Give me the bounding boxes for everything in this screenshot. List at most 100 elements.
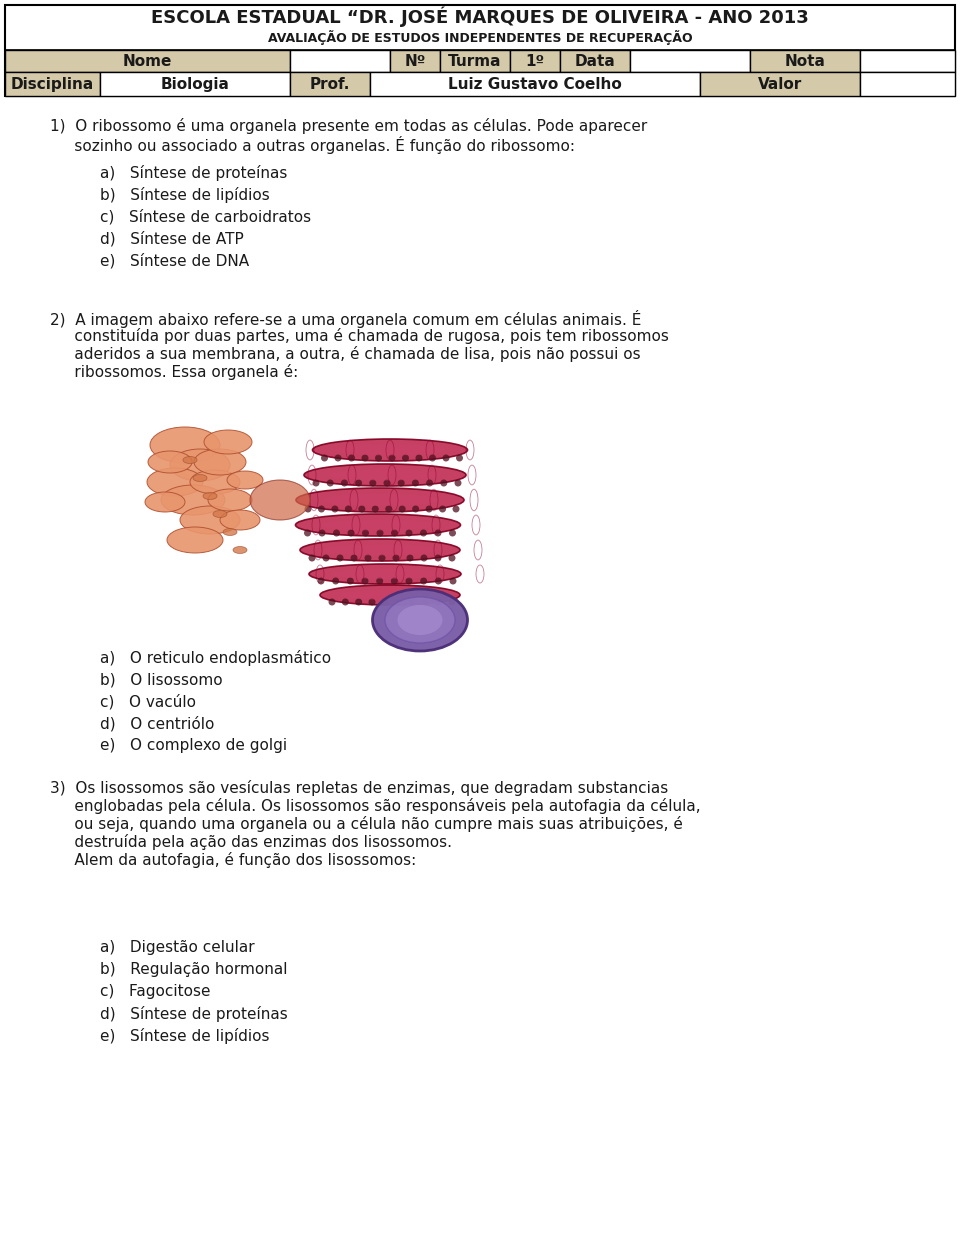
Circle shape — [355, 480, 362, 486]
Circle shape — [304, 506, 311, 512]
Circle shape — [385, 506, 393, 512]
Circle shape — [378, 554, 386, 562]
Text: Nº: Nº — [404, 53, 425, 68]
Circle shape — [358, 506, 366, 512]
Circle shape — [449, 530, 456, 537]
Ellipse shape — [150, 428, 220, 462]
Circle shape — [348, 455, 355, 461]
Circle shape — [308, 554, 316, 562]
Bar — [5, 72, 100, 96]
Circle shape — [369, 598, 375, 605]
Circle shape — [396, 598, 402, 605]
Text: e)   Síntese de DNA: e) Síntese de DNA — [100, 254, 250, 268]
Circle shape — [435, 530, 442, 537]
Circle shape — [319, 530, 325, 537]
Bar — [860, 72, 955, 96]
Bar — [750, 50, 860, 72]
Ellipse shape — [313, 439, 468, 461]
Ellipse shape — [180, 506, 240, 534]
Circle shape — [449, 578, 457, 584]
Bar — [440, 50, 510, 72]
Bar — [370, 72, 700, 96]
Ellipse shape — [213, 511, 227, 517]
Text: Data: Data — [575, 53, 615, 68]
Circle shape — [383, 480, 391, 486]
Bar — [700, 72, 860, 96]
Circle shape — [393, 554, 399, 562]
Text: d)   Síntese de proteínas: d) Síntese de proteínas — [100, 1006, 288, 1022]
Circle shape — [318, 578, 324, 584]
Bar — [390, 50, 440, 72]
Text: Valor: Valor — [757, 77, 803, 92]
Circle shape — [334, 455, 342, 461]
Ellipse shape — [397, 605, 443, 635]
Text: Turma: Turma — [448, 53, 502, 68]
Ellipse shape — [296, 488, 464, 512]
Circle shape — [331, 506, 339, 512]
Circle shape — [382, 598, 389, 605]
Ellipse shape — [385, 597, 455, 643]
Ellipse shape — [304, 464, 466, 486]
Text: 1)  O ribossomo é uma organela presente em todas as células. Pode aparecer: 1) O ribossomo é uma organela presente e… — [50, 118, 647, 134]
Bar — [560, 50, 630, 72]
Circle shape — [337, 554, 344, 562]
Text: ESCOLA ESTADUAL “DR. JOSÉ MARQUES DE OLIVEIRA - ANO 2013: ESCOLA ESTADUAL “DR. JOSÉ MARQUES DE OLI… — [151, 6, 809, 27]
Ellipse shape — [194, 449, 246, 475]
Circle shape — [342, 598, 348, 605]
Circle shape — [398, 506, 406, 512]
Circle shape — [362, 530, 369, 537]
Text: e)   O complexo de golgi: e) O complexo de golgi — [100, 738, 287, 753]
Ellipse shape — [170, 449, 230, 481]
Ellipse shape — [167, 527, 223, 553]
Circle shape — [452, 506, 460, 512]
Circle shape — [355, 598, 362, 605]
Ellipse shape — [227, 471, 263, 488]
Circle shape — [389, 455, 396, 461]
Ellipse shape — [208, 488, 252, 511]
Ellipse shape — [296, 515, 461, 536]
Circle shape — [456, 455, 463, 461]
Ellipse shape — [145, 492, 185, 512]
Text: Prof.: Prof. — [310, 77, 350, 92]
Bar — [100, 72, 290, 96]
Ellipse shape — [147, 469, 203, 496]
Circle shape — [435, 598, 443, 605]
Circle shape — [345, 506, 352, 512]
Ellipse shape — [233, 547, 247, 553]
Circle shape — [362, 578, 369, 584]
Ellipse shape — [341, 590, 439, 600]
Bar — [5, 50, 290, 72]
Circle shape — [313, 480, 320, 486]
Ellipse shape — [321, 520, 436, 531]
Text: AVALIAÇÃO DE ESTUDOS INDEPENDENTES DE RECUPERAÇÃO: AVALIAÇÃO DE ESTUDOS INDEPENDENTES DE RE… — [268, 30, 692, 45]
Ellipse shape — [220, 510, 260, 530]
Circle shape — [441, 480, 447, 486]
Circle shape — [448, 554, 455, 562]
Circle shape — [429, 455, 436, 461]
Circle shape — [448, 598, 455, 605]
Circle shape — [332, 578, 339, 584]
Circle shape — [405, 578, 413, 584]
Text: Alem da autofagia, é função dos lisossomos:: Alem da autofagia, é função dos lisossom… — [50, 851, 417, 868]
Circle shape — [406, 554, 414, 562]
Bar — [290, 50, 390, 72]
Text: Nota: Nota — [784, 53, 826, 68]
Ellipse shape — [328, 470, 442, 481]
Circle shape — [412, 506, 420, 512]
Bar — [630, 50, 750, 72]
Text: sozinho ou associado a outras organelas. É função do ribossomo:: sozinho ou associado a outras organelas.… — [50, 135, 575, 154]
Text: c)   Fagocitose: c) Fagocitose — [100, 984, 210, 999]
Ellipse shape — [250, 480, 310, 520]
Circle shape — [350, 554, 357, 562]
Circle shape — [365, 554, 372, 562]
Text: 2)  A imagem abaixo refere-se a uma organela comum em células animais. É: 2) A imagem abaixo refere-se a uma organ… — [50, 310, 641, 328]
Ellipse shape — [320, 585, 460, 605]
Text: b)   O lisossomo: b) O lisossomo — [100, 672, 223, 687]
Circle shape — [439, 506, 446, 512]
Text: 3)  Os lisossomos são vesículas repletas de enzimas, que degradam substancias: 3) Os lisossomos são vesículas repletas … — [50, 781, 668, 796]
Ellipse shape — [336, 445, 444, 455]
Text: b)   Síntese de lipídios: b) Síntese de lipídios — [100, 186, 270, 203]
Circle shape — [328, 598, 335, 605]
Circle shape — [391, 530, 398, 537]
Ellipse shape — [223, 528, 237, 536]
